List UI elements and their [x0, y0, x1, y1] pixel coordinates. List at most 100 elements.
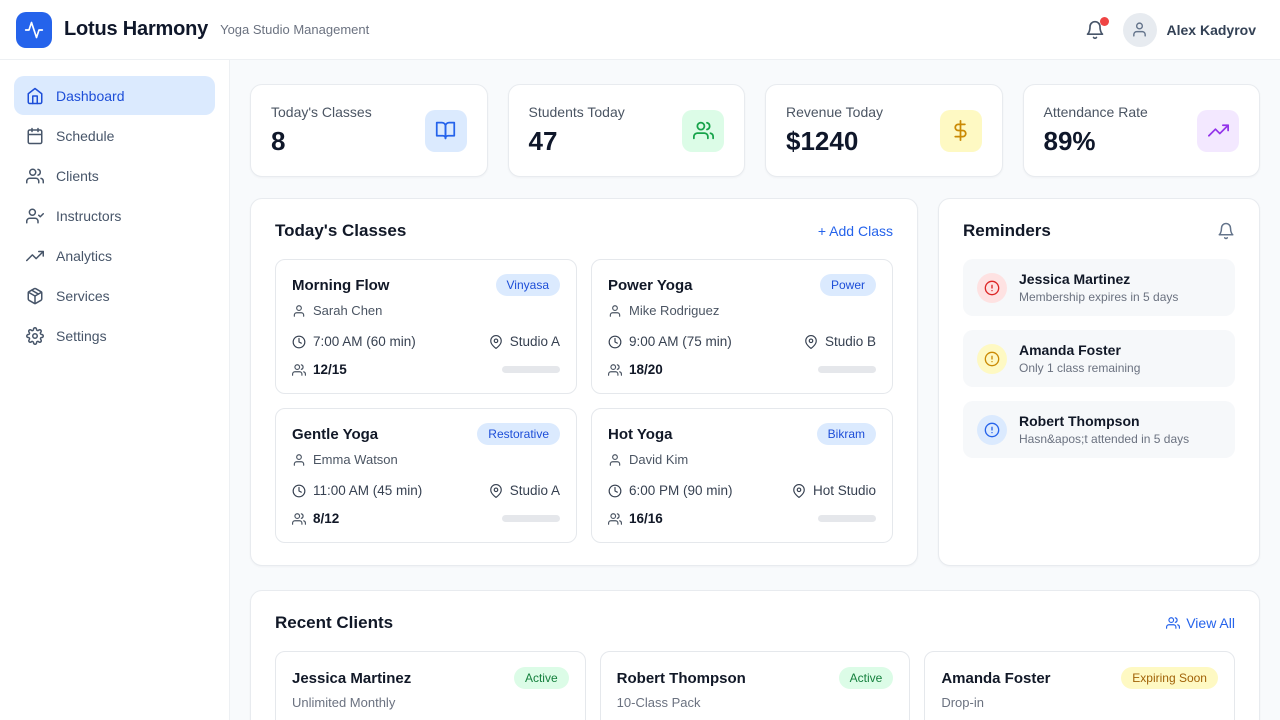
client-name: Amanda Foster	[941, 669, 1051, 687]
class-style-badge: Restorative	[477, 423, 560, 445]
book-open-icon	[435, 120, 456, 141]
sidebar-item-clients[interactable]: Clients	[14, 156, 215, 195]
class-card-power-yoga: Power Yoga Power Mike Rodriguez 9:00 AM …	[591, 259, 893, 394]
class-time: 7:00 AM (60 min)	[313, 334, 416, 349]
alert-circle-icon	[977, 343, 1007, 374]
users-icon	[693, 120, 714, 141]
reminder-note: Hasn&apos;t attended in 5 days	[1019, 432, 1190, 446]
profile-button[interactable]: Alex Kadyrov	[1122, 12, 1256, 47]
trending-up-icon	[26, 247, 44, 265]
stat-icon-chip	[682, 109, 724, 152]
user-icon	[1131, 21, 1148, 38]
capacity-progress-bar	[818, 366, 876, 373]
class-name: Power Yoga	[608, 276, 693, 294]
users-icon	[26, 167, 44, 185]
stat-icon-chip	[1197, 109, 1239, 152]
calendar-icon	[26, 127, 44, 145]
class-time: 11:00 AM (45 min)	[313, 483, 423, 498]
view-all-button[interactable]: View All	[1166, 615, 1235, 631]
sidebar-item-instructors[interactable]: Instructors	[14, 196, 215, 235]
stat-icon-chip	[424, 109, 467, 152]
user-icon	[292, 304, 306, 318]
instructor-name: Mike Rodriguez	[629, 303, 720, 318]
home-icon	[26, 87, 44, 105]
reminder-item: Jessica Martinez Membership expires in 5…	[963, 259, 1235, 316]
user-icon	[292, 453, 306, 467]
alert-circle-icon	[984, 422, 1000, 438]
class-card-gentle-yoga: Gentle Yoga Restorative Emma Watson 11:0…	[275, 408, 577, 543]
stat-value: 47	[528, 126, 558, 156]
top-bar: Lotus Harmony Yoga Studio Management Ale…	[0, 0, 1280, 60]
stat-value: 8	[271, 126, 286, 156]
sidebar-item-label: Settings	[56, 327, 107, 344]
stat-value: $1240	[786, 126, 859, 156]
sidebar: Dashboard Schedule Clients Instructors A…	[0, 60, 230, 720]
panel-title-reminders: Reminders	[963, 221, 1051, 240]
clock-icon	[292, 335, 306, 349]
class-style-badge: Vinyasa	[495, 274, 560, 296]
notifications-button[interactable]	[1085, 16, 1109, 40]
alert-circle-icon	[984, 351, 1000, 367]
stat-label: Today's Classes	[271, 104, 372, 120]
client-card-amanda-foster: Amanda Foster Expiring Soon Drop-in	[924, 651, 1235, 720]
capacity-progress-bar	[818, 515, 876, 522]
reminders-panel: Reminders Jessica Martinez Membership ex…	[938, 198, 1260, 566]
stat-label: Students Today	[528, 104, 625, 120]
client-grid: Jessica Martinez Active Unlimited Monthl…	[275, 651, 1235, 720]
package-icon	[26, 287, 44, 305]
user-icon	[608, 304, 622, 318]
alert-circle-icon	[977, 272, 1007, 303]
client-plan: 10-Class Pack	[616, 695, 701, 710]
class-enrollment: 12/15	[313, 362, 347, 377]
sidebar-item-dashboard[interactable]: Dashboard	[14, 76, 215, 115]
activity-icon	[24, 20, 44, 40]
stat-card-students-today: Students Today 47	[507, 84, 745, 177]
trending-up-icon	[1208, 120, 1229, 141]
capacity-progress-bar	[502, 515, 560, 522]
reminder-client-name: Jessica Martinez	[1019, 271, 1131, 287]
client-name: Jessica Martinez	[292, 669, 412, 687]
reminder-note: Only 1 class remaining	[1019, 361, 1141, 375]
user-icon	[608, 453, 622, 467]
users-icon	[292, 363, 306, 377]
clock-icon	[608, 484, 622, 498]
main-content: Today's Classes 8 Students Today 47 Re	[230, 60, 1280, 720]
class-time: 9:00 AM (75 min)	[629, 334, 732, 349]
sidebar-item-settings[interactable]: Settings	[14, 316, 215, 355]
class-location: Studio A	[509, 334, 560, 349]
class-enrollment: 8/12	[313, 511, 340, 526]
class-grid: Morning Flow Vinyasa Sarah Chen 7:00 AM …	[275, 259, 893, 543]
class-style-badge: Bikram	[816, 423, 876, 445]
clock-icon	[608, 335, 622, 349]
alert-circle-icon	[977, 414, 1007, 445]
client-name: Robert Thompson	[616, 669, 746, 687]
panel-title-recent-clients: Recent Clients	[275, 613, 394, 632]
notification-dot	[1099, 16, 1109, 26]
class-location: Studio A	[509, 483, 560, 498]
stat-card-attendance-rate: Attendance Rate 89%	[1022, 84, 1260, 177]
sidebar-item-services[interactable]: Services	[14, 276, 215, 315]
class-name: Hot Yoga	[608, 425, 673, 443]
clock-icon	[292, 484, 306, 498]
view-all-label: View All	[1186, 615, 1235, 631]
instructor-name: Sarah Chen	[313, 303, 383, 318]
stat-card-revenue-today: Revenue Today $1240	[765, 84, 1003, 177]
class-time: 6:00 PM (90 min)	[629, 483, 733, 498]
users-icon	[608, 363, 622, 377]
sidebar-item-schedule[interactable]: Schedule	[14, 116, 215, 155]
instructor-name: David Kim	[629, 452, 689, 467]
panel-title-todays-classes: Today's Classes	[275, 221, 407, 240]
client-plan: Drop-in	[941, 695, 984, 710]
dollar-icon	[950, 120, 971, 141]
instructor-name: Emma Watson	[313, 452, 398, 467]
map-pin-icon	[792, 484, 806, 498]
client-status-badge: Active	[513, 667, 569, 689]
client-plan: Unlimited Monthly	[292, 695, 396, 710]
avatar	[1122, 12, 1157, 47]
add-class-button[interactable]: + Add Class	[817, 223, 893, 239]
class-name: Gentle Yoga	[292, 425, 379, 443]
sidebar-item-analytics[interactable]: Analytics	[14, 236, 215, 275]
stat-card-todays-classes: Today's Classes 8	[250, 84, 488, 177]
stat-value: 89%	[1043, 126, 1096, 156]
stats-row: Today's Classes 8 Students Today 47 Re	[250, 84, 1260, 177]
